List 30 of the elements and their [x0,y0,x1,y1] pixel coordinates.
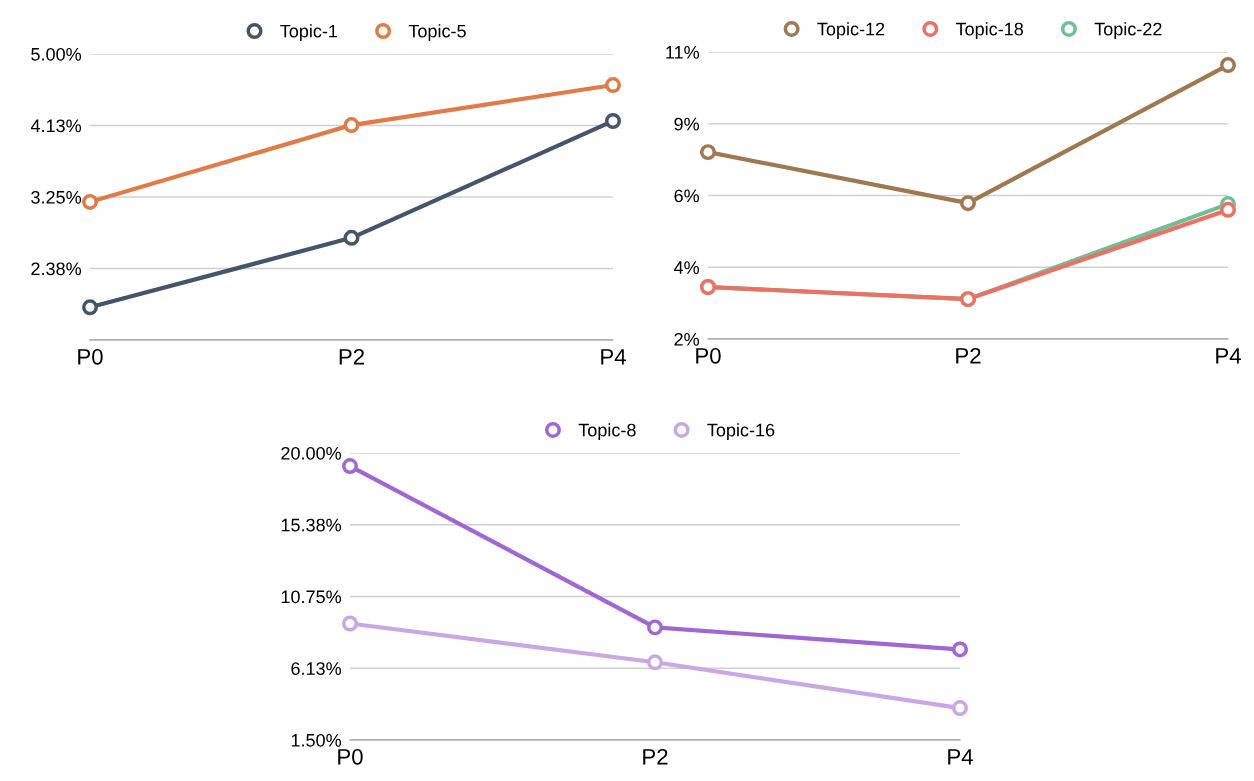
x-tick-label: P2 [339,348,364,365]
x-tick-label: P2 [643,748,668,765]
y-tick-label: 10.75% [281,590,342,604]
legend-label: Topic-12 [817,22,885,40]
y-tick-label: 4.13% [30,119,82,133]
x-tick-label: P4 [1216,348,1241,364]
legend-label: Topic-8 [578,423,636,441]
x-tick-label: P4 [601,349,626,365]
x-tick-label: P0 [696,347,721,364]
x-tick-label: P0 [78,348,103,365]
x-tick-label: P0 [338,748,363,765]
legend-label: Topic-5 [408,24,466,42]
x-tick-label: P2 [956,347,981,364]
y-tick-label: 15.38% [281,518,342,532]
y-tick-label: 9% [674,117,700,131]
y-tick-label: 20.00% [281,446,342,460]
y-tick-label: 5.00% [31,47,82,61]
legend-label: Topic-1 [280,24,338,42]
legend-label: Topic-16 [707,423,775,441]
x-tick-label: P4 [948,749,973,765]
y-tick-label: 2.38% [31,262,82,276]
legend-label: Topic-18 [955,22,1023,40]
y-tick-label: 3.25% [31,190,82,204]
y-tick-label: 6% [674,189,700,203]
y-tick-label: 4% [673,261,700,274]
y-tick-label: 1.50% [291,733,342,747]
y-tick-label: 6.13% [291,662,342,675]
y-tick-label: 2% [674,332,700,346]
legend-label: Topic-22 [1094,22,1162,40]
y-tick-label: 11% [666,46,700,59]
